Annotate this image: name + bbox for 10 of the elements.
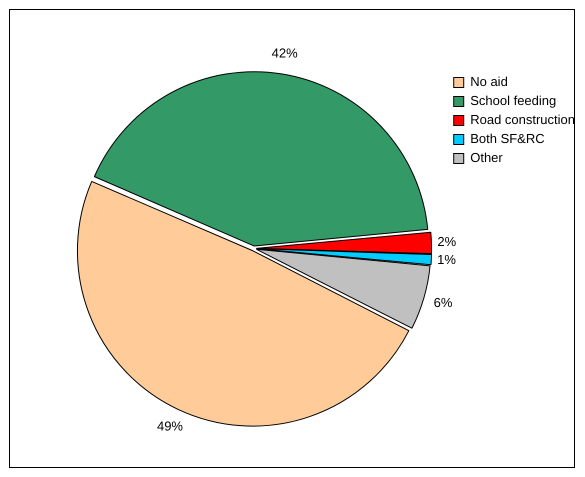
legend-label: Other	[470, 150, 504, 166]
data-label: 6%	[434, 295, 453, 310]
data-label: 49%	[156, 418, 184, 434]
data-label: 42%	[272, 46, 298, 61]
legend-label: Road construction	[470, 112, 575, 128]
data-label: 2%	[437, 234, 457, 250]
legend-label: Both SF&RC	[470, 131, 545, 146]
legend-label: School feeding	[470, 93, 556, 108]
legend-label: No aid	[470, 74, 508, 90]
data-label: 1%	[437, 252, 456, 268]
